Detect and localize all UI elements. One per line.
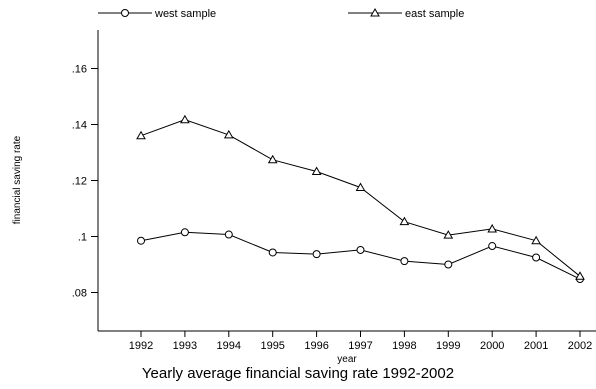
y-tick-label: .08: [72, 288, 87, 300]
data-point-east: [223, 129, 234, 139]
data-point-west: [356, 245, 365, 254]
data-point-west: [532, 253, 541, 262]
x-tick-label: 1997: [348, 340, 372, 352]
data-point-east: [575, 271, 585, 280]
x-tick-label: 2000: [480, 340, 504, 352]
x-tick-label: 1993: [173, 340, 197, 352]
x-tick-label: 1999: [436, 340, 460, 352]
x-tick-label: 1994: [217, 340, 241, 352]
legend-west-marker: [121, 9, 129, 17]
data-point-west: [137, 236, 145, 245]
y-tick-label: .1: [78, 232, 87, 244]
legend: west sample east sample: [98, 7, 464, 20]
x-tick-label: 1995: [260, 340, 284, 352]
x-ticks: 1992 1993 1994 1995 1996 1997 1998 1999 2000 2001…: [129, 331, 592, 352]
series-line-west: [140, 231, 581, 280]
x-tick-label: 2001: [524, 340, 548, 352]
data-point-east: [180, 114, 190, 124]
x-tick-label: 1992: [129, 340, 153, 352]
data-point-east: [443, 230, 454, 239]
data-point-east: [487, 223, 498, 233]
y-tick-label: .12: [72, 176, 87, 188]
legend-east-label: east sample: [405, 8, 464, 20]
data-point-west: [488, 242, 497, 251]
data-point-west: [224, 230, 233, 239]
y-axis-title: financial saving rate: [12, 135, 23, 224]
data-point-east: [267, 154, 278, 164]
y-tick-label: .16: [72, 64, 87, 76]
data-point-east: [355, 182, 366, 191]
x-tick-label: 1996: [304, 340, 328, 352]
legend-east-marker: [370, 7, 380, 17]
data-point-east: [311, 166, 322, 176]
data-point-west: [268, 248, 277, 257]
data-point-west: [312, 250, 321, 259]
series-layer: [136, 114, 585, 284]
legend-west-label: west sample: [154, 8, 216, 20]
data-point-east: [399, 216, 410, 226]
x-axis-title: year: [337, 354, 357, 365]
y-tick-label: .14: [72, 120, 87, 132]
data-point-west: [444, 260, 453, 269]
x-tick-label: 1998: [392, 340, 416, 352]
data-point-east: [136, 130, 146, 140]
x-tick-label: 2002: [568, 340, 592, 352]
data-point-west: [180, 228, 189, 237]
data-point-east: [531, 235, 541, 245]
chart-title: Yearly average financial saving rate 199…: [141, 365, 455, 382]
y-ticks: .08 .1 .12 .14 .16: [72, 64, 98, 300]
data-point-west: [400, 257, 409, 266]
